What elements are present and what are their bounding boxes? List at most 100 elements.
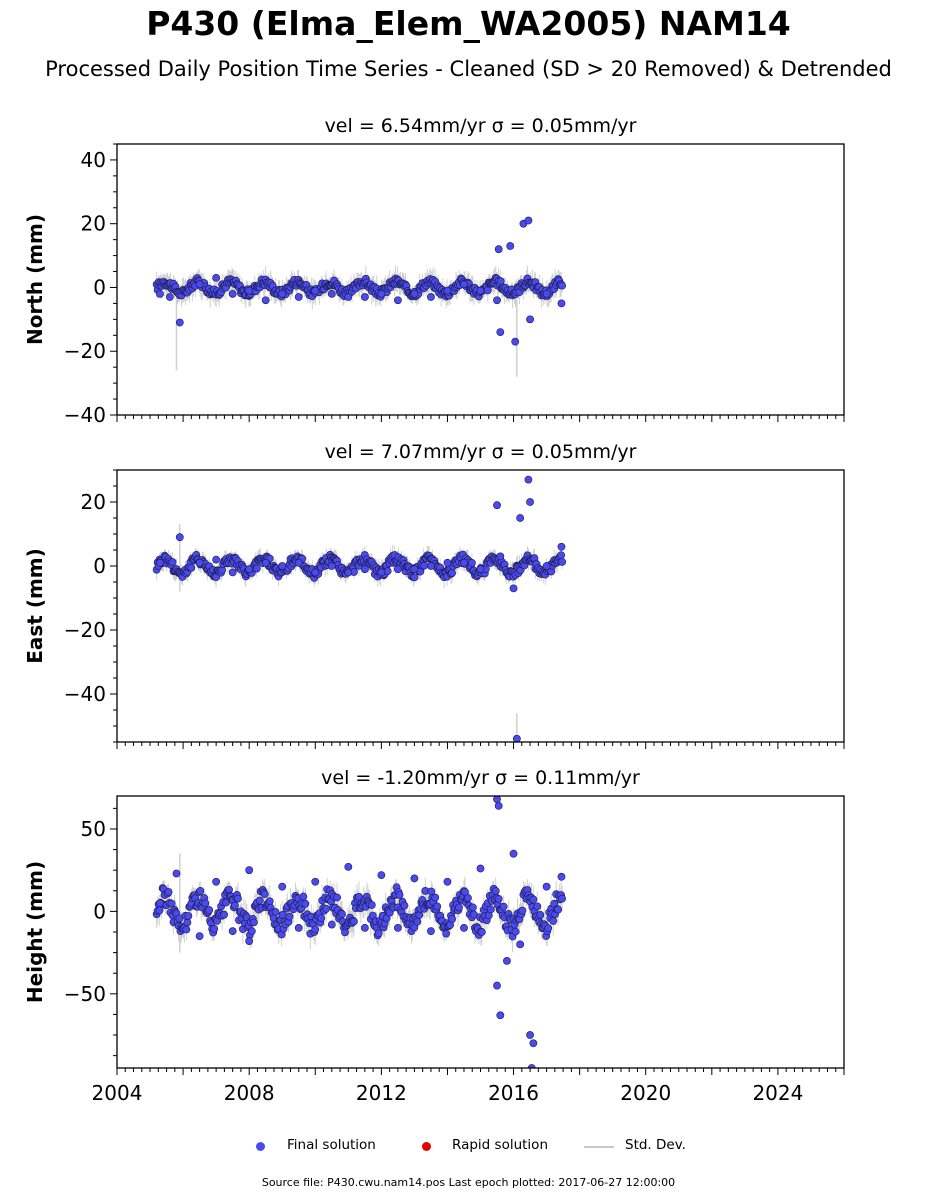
final-solution-point bbox=[420, 561, 429, 570]
final-solution-point bbox=[333, 893, 341, 902]
final-solution-point bbox=[301, 899, 310, 908]
plot-area-east bbox=[152, 475, 567, 742]
final-solution-point bbox=[344, 568, 353, 577]
final-solution-point bbox=[468, 558, 476, 567]
final-solution-point bbox=[175, 533, 184, 542]
final-solution-point bbox=[410, 573, 419, 582]
final-solution-point bbox=[231, 901, 239, 910]
final-solution-point bbox=[212, 555, 221, 564]
final-solution-point bbox=[400, 901, 409, 910]
x-tick-label: 2020 bbox=[620, 1081, 671, 1105]
final-solution-point bbox=[322, 904, 331, 913]
final-solution-point bbox=[518, 906, 527, 915]
final-solution-point bbox=[554, 905, 563, 914]
final-solution-point bbox=[212, 877, 221, 886]
plot-area-height bbox=[152, 796, 567, 1068]
final-solution-point bbox=[252, 564, 261, 573]
final-solution-point bbox=[511, 927, 520, 936]
final-solution-point bbox=[195, 280, 204, 289]
final-solution-point bbox=[374, 929, 383, 938]
x-tick-label: 2016 bbox=[488, 1081, 539, 1105]
final-solution-point bbox=[164, 888, 173, 896]
y-tick-label: −40 bbox=[64, 682, 106, 706]
final-solution-point bbox=[299, 892, 308, 901]
final-solution-point bbox=[205, 906, 214, 914]
y-axis-label-height: Height (mm) bbox=[23, 861, 47, 1003]
final-solution-point bbox=[427, 927, 435, 936]
final-solution-point bbox=[344, 293, 353, 301]
final-solution-point bbox=[360, 293, 369, 301]
final-solution-point bbox=[261, 296, 270, 305]
final-solution-point bbox=[460, 923, 468, 932]
final-solution-point bbox=[360, 565, 369, 574]
final-solution-point bbox=[317, 914, 326, 923]
final-solution-point bbox=[165, 293, 174, 301]
panel-east: vel = 7.07mm/yr σ = 0.05mm/yr East (mm) −4… bbox=[23, 441, 845, 749]
final-solution-point bbox=[503, 956, 511, 965]
source-caption: Source file: P430.cwu.nam14.pos Last epo… bbox=[261, 1176, 676, 1189]
final-solution-point bbox=[212, 274, 221, 282]
final-solution-point bbox=[558, 894, 567, 903]
final-solution-point bbox=[167, 899, 176, 908]
final-solution-point bbox=[249, 918, 258, 927]
final-solution-point bbox=[516, 514, 525, 522]
final-solution-point bbox=[494, 245, 503, 254]
panel-title-height: vel = -1.20mm/yr σ = 0.11mm/yr bbox=[321, 767, 640, 789]
final-solution-point bbox=[278, 882, 287, 891]
final-solution-point bbox=[156, 289, 164, 298]
final-solution-point bbox=[544, 924, 553, 933]
final-solution-point bbox=[499, 902, 508, 911]
final-solution-point bbox=[526, 1031, 534, 1039]
y-tick-label: 0 bbox=[93, 554, 106, 578]
final-solution-point bbox=[493, 981, 501, 990]
final-solution-point bbox=[494, 894, 503, 903]
final-solution-point bbox=[542, 882, 551, 891]
final-solution-point bbox=[486, 905, 495, 914]
final-solution-point bbox=[311, 925, 320, 934]
y-tick-label: 50 bbox=[81, 817, 106, 841]
final-solution-point bbox=[261, 558, 270, 567]
final-solution-point bbox=[443, 286, 452, 295]
y-tick-label: −50 bbox=[64, 982, 106, 1006]
final-solution-point bbox=[187, 563, 196, 572]
final-solution-point bbox=[196, 886, 205, 895]
final-solution-point bbox=[427, 293, 435, 301]
y-tick-label: 20 bbox=[81, 212, 106, 236]
final-solution-point bbox=[549, 917, 558, 925]
final-solution-point bbox=[245, 565, 254, 574]
final-solution-point bbox=[536, 910, 545, 919]
final-solution-point bbox=[278, 911, 287, 919]
final-solution-point bbox=[494, 801, 503, 810]
final-solution-point bbox=[156, 558, 164, 567]
chart-title: P430 (Elma_Elem_WA2005) NAM14 bbox=[146, 4, 791, 43]
final-solution-point bbox=[327, 920, 336, 929]
final-solution-point bbox=[496, 277, 505, 286]
panel-height: vel = -1.20mm/yr σ = 0.11mm/yr Height (mm… bbox=[23, 767, 845, 1105]
final-solution-point bbox=[377, 289, 386, 298]
final-solution-point bbox=[493, 796, 501, 804]
y-tick-label: 0 bbox=[93, 899, 106, 923]
final-points-height bbox=[152, 796, 567, 1068]
final-solution-point bbox=[168, 558, 177, 566]
x-tick-label: 2024 bbox=[752, 1081, 803, 1105]
x-tick-label: 2012 bbox=[356, 1081, 407, 1105]
final-solution-point bbox=[493, 501, 501, 510]
panel-title-north: vel = 6.54mm/yr σ = 0.05mm/yr bbox=[325, 115, 637, 137]
final-solution-point bbox=[468, 903, 477, 912]
final-solution-point bbox=[311, 286, 320, 295]
final-solution-point bbox=[155, 906, 164, 915]
final-points-east bbox=[152, 475, 567, 742]
final-solution-point bbox=[410, 565, 419, 574]
final-solution-point bbox=[516, 940, 525, 949]
final-solution-point bbox=[175, 318, 184, 327]
final-solution-point bbox=[182, 925, 191, 934]
final-solution-point bbox=[393, 923, 402, 932]
final-solution-point bbox=[265, 897, 274, 906]
final-solution-point bbox=[542, 562, 551, 570]
final-solution-point bbox=[464, 894, 472, 902]
final-solution-point bbox=[377, 871, 386, 880]
final-solution-point bbox=[529, 1039, 538, 1048]
final-solution-point bbox=[533, 902, 542, 911]
final-solution-point bbox=[278, 289, 287, 298]
final-solution-point bbox=[271, 908, 280, 916]
